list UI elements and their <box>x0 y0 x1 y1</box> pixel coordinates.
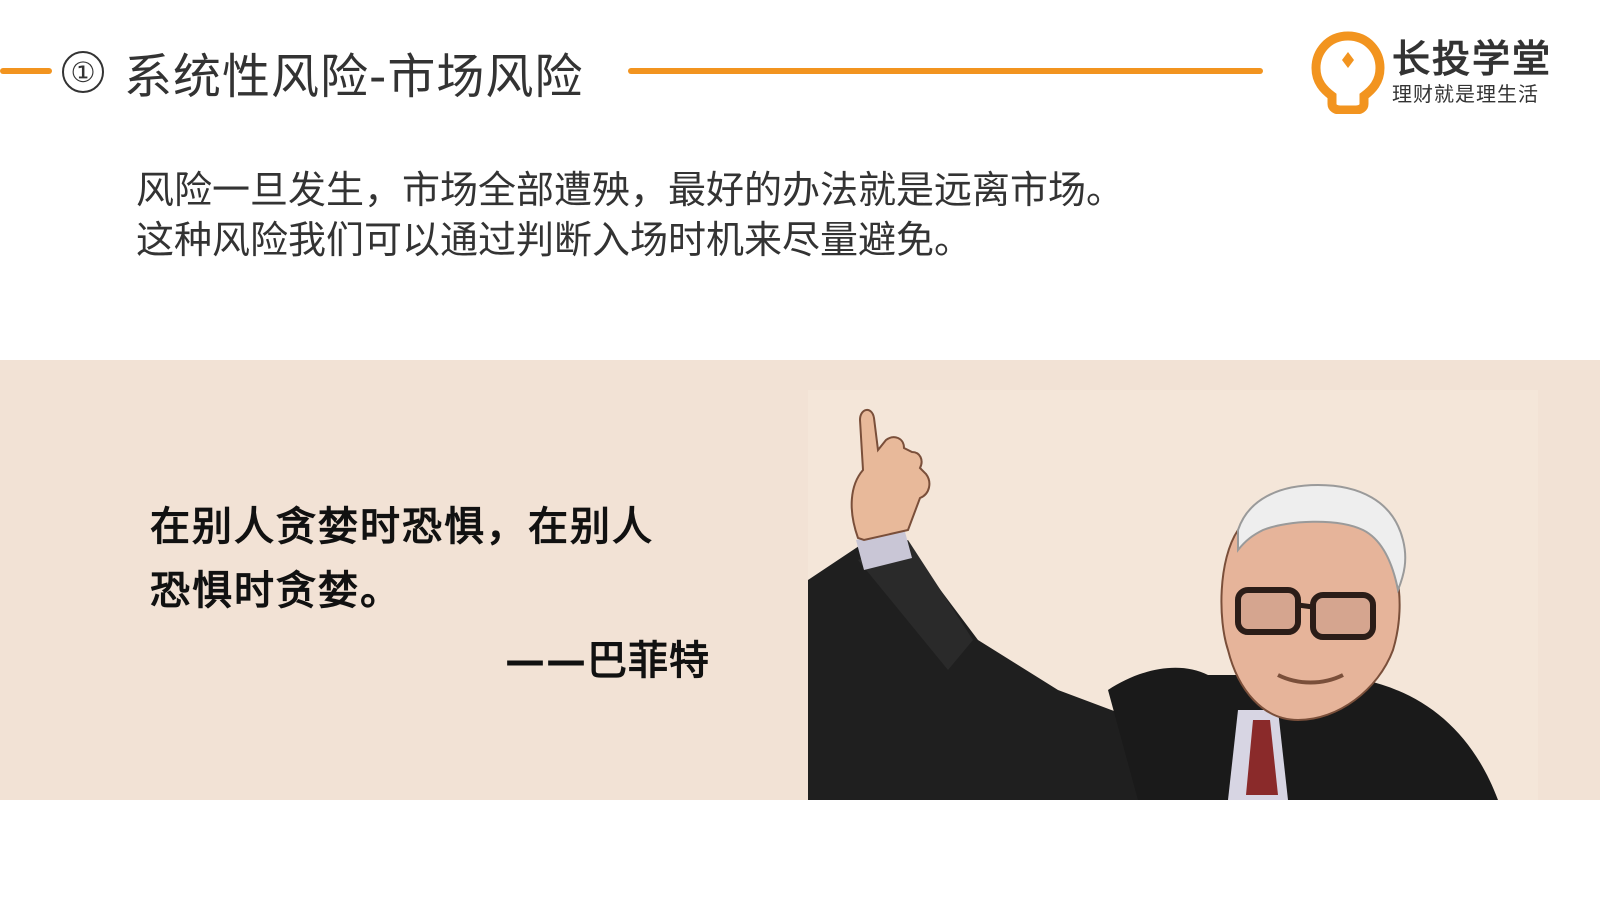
title-number-badge: ① <box>62 51 104 93</box>
lightbulb-icon <box>1311 31 1385 114</box>
slide-title: ① 系统性风险-市场风险 <box>62 40 584 105</box>
body-line-1: 风险一旦发生，市场全部遭殃，最好的办法就是远离市场。 <box>136 168 1125 212</box>
body-text: 风险一旦发生，市场全部遭殃，最好的办法就是远离市场。 这种风险我们可以通过判断入… <box>136 165 1124 265</box>
quote-line-2: 恐惧时贪婪。 <box>150 568 402 614</box>
brand-logo: 长投学堂 理财就是理生活 <box>1310 30 1552 114</box>
logo-name: 长投学堂 <box>1392 37 1553 81</box>
buffett-portrait-illustration <box>808 390 1538 800</box>
body-line-2: 这种风险我们可以通过判断入场时机来尽量避免。 <box>136 218 973 262</box>
title-text: 系统性风险-市场风险 <box>124 49 584 105</box>
quote-line-1: 在别人贪婪时恐惧，在别人 <box>150 504 654 550</box>
title-accent-line-left <box>0 68 52 74</box>
title-accent-line-right <box>628 68 1263 74</box>
quote-author: ——巴菲特 <box>505 638 710 684</box>
quote-text: 在别人贪婪时恐惧，在别人 恐惧时贪婪。 <box>150 495 710 623</box>
logo-slogan: 理财就是理生活 <box>1392 82 1539 106</box>
